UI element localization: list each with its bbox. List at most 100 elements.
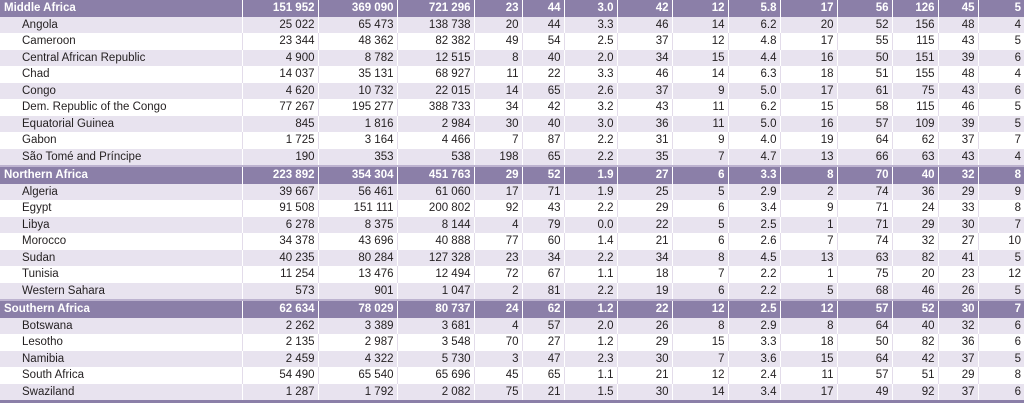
table-cell: 61 060 (397, 183, 475, 200)
table-cell: 388 733 (397, 99, 475, 116)
table-cell: 75 (892, 82, 939, 99)
table-cell: 57 (837, 299, 893, 318)
table-row: Botswana 2 262 3 389 3 681 4 57 2.0 26 8 2.9 8 64 40… (0, 317, 1024, 334)
country-name: Lesotho (0, 334, 243, 351)
table-cell: 8 (474, 49, 523, 66)
table-cell: 52 (892, 299, 939, 318)
table-cell: 47 (522, 350, 565, 367)
table-cell: 46 (938, 99, 979, 116)
table-cell: 4 322 (318, 350, 398, 367)
table-cell: 1 047 (397, 282, 475, 300)
table-cell: 8 (978, 165, 1024, 184)
table-cell: 6 (672, 165, 729, 184)
table-cell: 115 (892, 33, 939, 50)
table-cell: 65 (522, 367, 565, 384)
table-cell: 54 490 (242, 367, 319, 384)
table-row: Namibia 2 459 4 322 5 730 3 47 2.3 30 7 3.6 15 64 42… (0, 350, 1024, 367)
table-cell: 2 262 (242, 317, 319, 334)
table-cell: 57 (837, 115, 893, 132)
table-cell: 52 (837, 16, 893, 33)
table-cell: 3.3 (564, 66, 618, 83)
table-cell: 54 (522, 33, 565, 50)
table-cell: 12 (672, 299, 729, 318)
table-cell: 46 (892, 282, 939, 300)
table-cell: 50 (837, 334, 893, 351)
table-cell: 12 (780, 299, 838, 318)
table-cell: 29 (938, 367, 979, 384)
table-cell: 20 (780, 16, 838, 33)
table-cell: 151 952 (242, 0, 319, 17)
country-name: Botswana (0, 317, 243, 334)
table-cell: 23 (474, 249, 523, 266)
country-name: Namibia (0, 350, 243, 367)
table-row: Swaziland 1 287 1 792 2 082 75 21 1.5 30 14 3.4 17… (0, 383, 1024, 400)
table-cell: 2.5 (728, 299, 781, 318)
table-cell: 12 (978, 266, 1024, 283)
table-cell: 11 (672, 99, 729, 116)
table-cell: 58 (837, 99, 893, 116)
table-cell: 2 987 (318, 334, 398, 351)
table-cell: 29 (617, 334, 673, 351)
table-cell: 126 (892, 0, 939, 17)
table-cell: 6 (672, 200, 729, 217)
table-cell: 5.8 (728, 0, 781, 17)
table-cell: 138 738 (397, 16, 475, 33)
table-cell: 2.2 (728, 266, 781, 283)
table-cell: 5.0 (728, 82, 781, 99)
table-cell: 65 473 (318, 16, 398, 33)
table-cell: 15 (780, 99, 838, 116)
table-cell: 24 (892, 200, 939, 217)
table-row: Lesotho 2 135 2 987 3 548 70 27 1.2 29 15 3.3 18 50… (0, 334, 1024, 351)
table-cell: 63 (837, 249, 893, 266)
table-cell: 77 (474, 233, 523, 250)
table-cell: 55 (837, 33, 893, 50)
table-cell: 43 696 (318, 233, 398, 250)
table-cell: 45 (474, 367, 523, 384)
table-cell: 33 (938, 200, 979, 217)
table-cell: 50 (837, 49, 893, 66)
table-cell: 13 (780, 148, 838, 166)
table-cell: 451 763 (397, 165, 475, 184)
table-cell: 39 (938, 115, 979, 132)
table-cell: 115 (892, 99, 939, 116)
table-cell: 1 725 (242, 132, 319, 149)
table-cell: 22 (522, 66, 565, 83)
table-cell: 17 (780, 82, 838, 99)
table-cell: 5 (978, 0, 1024, 17)
table-cell: 36 (938, 334, 979, 351)
table-cell: 30 (474, 115, 523, 132)
table-cell: 40 (522, 49, 565, 66)
table-cell: 56 (837, 0, 893, 17)
table-cell: 19 (780, 132, 838, 149)
table-cell: 190 (242, 148, 319, 166)
table-cell: 37 (617, 82, 673, 99)
table-cell: 5 730 (397, 350, 475, 367)
table-cell: 29 (474, 165, 523, 184)
table-cell: 41 (938, 249, 979, 266)
table-cell: 32 (892, 233, 939, 250)
table-cell: 17 (780, 383, 838, 400)
table-cell: 5 (978, 99, 1024, 116)
country-name: Tunisia (0, 266, 243, 283)
region-row: Southern Africa 62 634 78 029 80 737 24 62 1.2… (0, 299, 1024, 318)
table-cell: 4 620 (242, 82, 319, 99)
table-cell: 48 362 (318, 33, 398, 50)
table-cell: 369 090 (318, 0, 398, 17)
table-cell: 2.0 (564, 49, 618, 66)
table-cell: 13 (780, 249, 838, 266)
table-cell: 4 466 (397, 132, 475, 149)
table-cell: 67 (522, 266, 565, 283)
table-cell: 64 (837, 317, 893, 334)
table-cell: 30 (617, 383, 673, 400)
table-cell: 8 782 (318, 49, 398, 66)
table-cell: 6 278 (242, 216, 319, 233)
table-cell: 573 (242, 282, 319, 300)
table-cell: 200 802 (397, 200, 475, 217)
table-cell: 12 (672, 33, 729, 50)
table-cell: 37 (617, 33, 673, 50)
table-cell: 74 (837, 183, 893, 200)
table-cell: 39 667 (242, 183, 319, 200)
table-cell: 25 (617, 183, 673, 200)
table-cell: 12 494 (397, 266, 475, 283)
table-cell: 64 (837, 132, 893, 149)
